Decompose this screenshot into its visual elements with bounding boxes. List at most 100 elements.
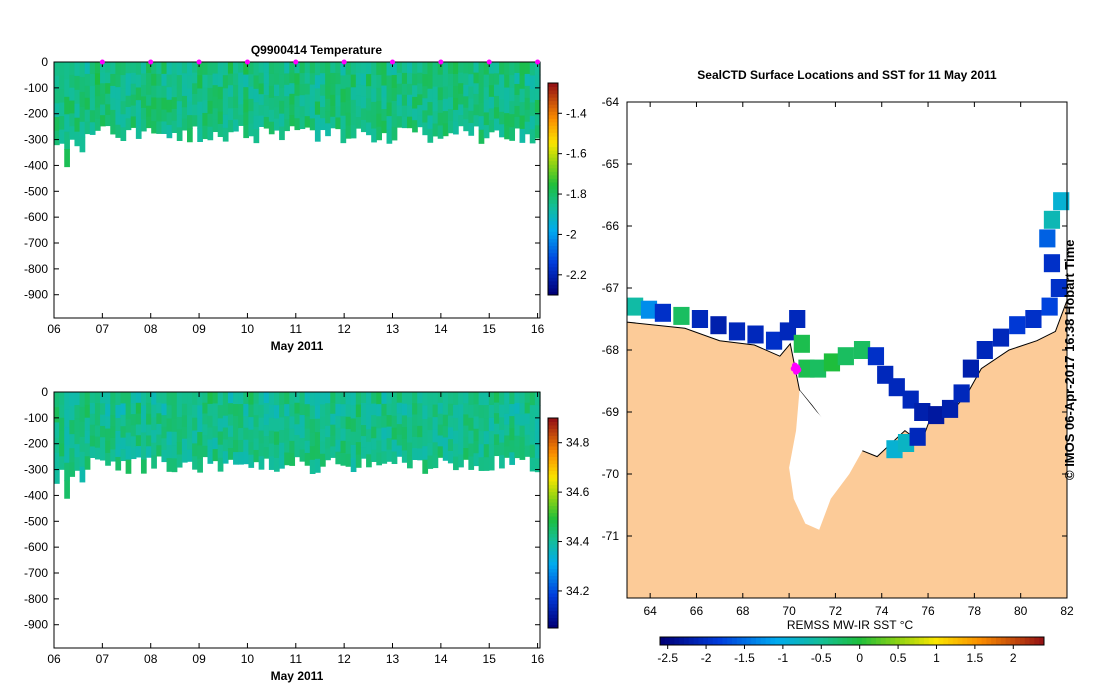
- section-cell: [79, 466, 86, 483]
- section-cell: [156, 434, 163, 446]
- section-cell: [412, 414, 418, 427]
- section-cell: [94, 73, 101, 86]
- section-cell: [345, 112, 352, 127]
- section-cell: [534, 62, 541, 76]
- section-data: [54, 62, 541, 168]
- x-tick-label: 10: [241, 322, 255, 336]
- colorbar-cell: [548, 252, 558, 257]
- section-cell: [432, 74, 439, 88]
- section-cell: [401, 392, 408, 405]
- section-cell: [84, 109, 91, 123]
- section-cell: [79, 76, 86, 93]
- section-cell: [427, 102, 434, 117]
- section-cell: [534, 99, 541, 114]
- section-cell: [483, 418, 490, 432]
- section-cell: [94, 84, 101, 97]
- section-cell: [299, 84, 306, 96]
- map-colorbar-cell: [962, 637, 968, 645]
- section-cell: [187, 101, 193, 116]
- section-cell: [320, 416, 326, 430]
- section-cell: [161, 97, 168, 111]
- section-cell: [340, 129, 347, 144]
- section-cell: [135, 413, 142, 426]
- section-cell: [258, 417, 265, 432]
- section-cell: [130, 414, 137, 426]
- colorbar-cell: [548, 561, 558, 566]
- section-cell: [176, 114, 183, 128]
- colorbar-cell: [548, 259, 558, 264]
- section-cell: [233, 440, 239, 453]
- section-cell: [473, 83, 480, 95]
- section-cell: [166, 405, 173, 420]
- section-cell: [320, 95, 326, 108]
- colorbar-cell: [548, 217, 558, 222]
- colorbar-cell: [548, 565, 558, 569]
- colorbar-cell: [548, 554, 558, 559]
- colorbar-cell: [548, 224, 558, 229]
- section-cell: [432, 111, 439, 125]
- section-cell: [340, 440, 347, 454]
- map-colorbar-cell: [1024, 637, 1031, 645]
- sst-pixel: [627, 297, 644, 316]
- section-cell: [212, 392, 219, 405]
- section-cell: [156, 392, 163, 404]
- section-cell: [371, 403, 377, 416]
- section-cell: [417, 392, 423, 404]
- section-cell: [519, 403, 526, 416]
- section-cell: [391, 451, 398, 465]
- section-cell: [258, 456, 265, 470]
- section-cell: [181, 73, 188, 86]
- section-cell: [268, 430, 275, 445]
- section-cell: [406, 404, 413, 418]
- map-colorbar-cell: [933, 637, 939, 645]
- section-cell: [499, 62, 505, 76]
- section-cell: [217, 444, 224, 459]
- section-cell: [350, 62, 357, 76]
- sst-pixel: [789, 310, 806, 328]
- section-cell: [325, 437, 331, 449]
- section-cell: [437, 446, 444, 458]
- sst-pixel: [1043, 210, 1061, 229]
- map-y-tick-label: -70: [602, 467, 620, 481]
- section-cell: [284, 73, 290, 86]
- section-cell: [181, 84, 188, 97]
- section-cell: [499, 86, 505, 100]
- section-cell: [335, 439, 342, 453]
- section-cell: [212, 426, 219, 439]
- section-cell: [140, 419, 147, 434]
- map-colorbar-cell: [784, 637, 791, 645]
- section-cell: [74, 131, 81, 147]
- section-cell: [314, 392, 321, 406]
- section-cell: [268, 97, 275, 111]
- section-cell: [263, 94, 270, 107]
- section-cell: [391, 126, 398, 141]
- section-cell: [110, 449, 116, 462]
- x-tick-label: 16: [531, 322, 545, 336]
- colorbar-cell: [548, 418, 558, 422]
- section-cell: [391, 427, 398, 441]
- section-cell: [371, 392, 377, 405]
- map-x-tick-label: 80: [1014, 604, 1028, 618]
- section-cell: [473, 115, 480, 127]
- section-cell: [437, 62, 444, 76]
- section-cell: [227, 73, 234, 86]
- section-cell: [355, 404, 362, 418]
- section-cell: [432, 404, 439, 418]
- section-cell: [519, 392, 526, 404]
- section-cell: [176, 392, 183, 406]
- section-cell: [94, 107, 101, 120]
- map-colorbar-cell: [765, 637, 771, 645]
- section-cell: [493, 62, 500, 74]
- section-cell: [253, 75, 260, 90]
- section-cell: [524, 109, 531, 123]
- section-cell: [156, 97, 163, 111]
- section-cell: [371, 88, 377, 103]
- map-colorbar-cell: [727, 637, 733, 645]
- map-colorbar-cell: [674, 637, 680, 645]
- section-cell: [79, 106, 86, 123]
- section-cell: [442, 403, 449, 416]
- y-tick-label: -400: [24, 488, 48, 502]
- section-cell: [529, 444, 536, 459]
- section-cell: [166, 444, 173, 459]
- section-cell: [396, 402, 403, 414]
